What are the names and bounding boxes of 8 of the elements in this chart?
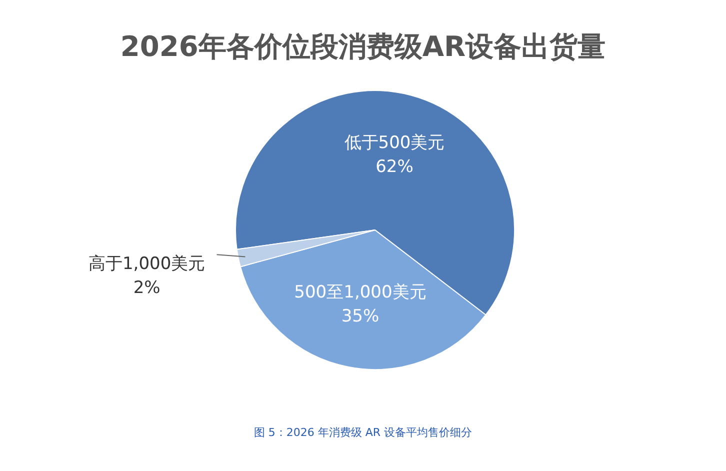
data-label: 2% [133, 278, 160, 298]
slice-label: 500至1,000美元 [294, 282, 426, 303]
slice-label: 高于1,000美元 [88, 254, 206, 274]
data-label: 62% [376, 157, 414, 178]
caption: 图 5：2026 年消费级 AR 设备平均售价细分 [252, 425, 474, 440]
chart-title: 2026年各价位段消费级AR设备出货量 [119, 29, 607, 65]
slice-label: 低于500美元 [344, 133, 445, 154]
data-label: 35% [341, 306, 380, 327]
